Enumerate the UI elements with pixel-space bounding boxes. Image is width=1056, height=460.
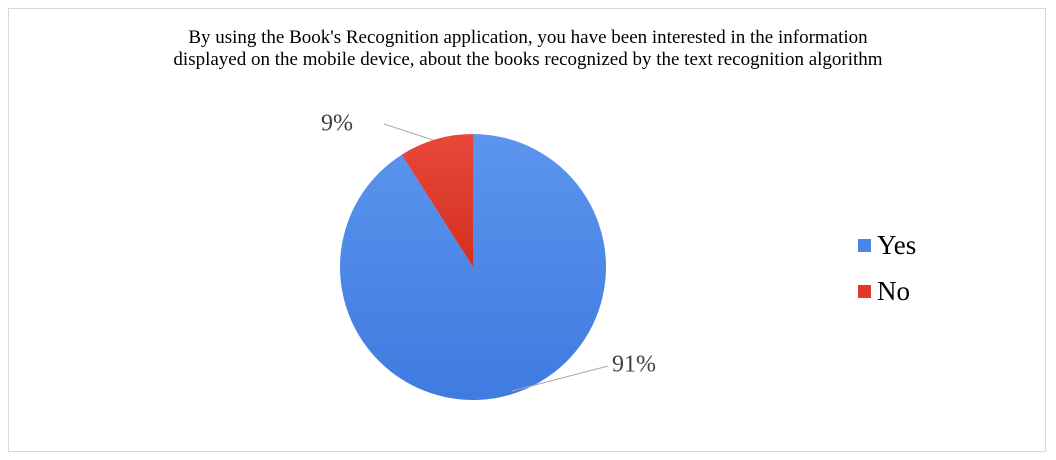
legend-item-no: No xyxy=(858,268,916,314)
data-label-no: 9% xyxy=(321,111,353,137)
legend-swatch-no xyxy=(858,284,871,298)
chart-title-line-1: By using the Book's Recognition applicat… xyxy=(188,27,868,48)
leader-line-no xyxy=(383,123,434,141)
chart-title: By using the Book's Recognition applicat… xyxy=(0,27,1056,71)
data-labels: 91% 9% xyxy=(321,111,656,378)
legend-label-yes: Yes xyxy=(877,229,917,260)
pie-slice-no xyxy=(401,134,473,267)
leader-line-yes xyxy=(511,365,609,392)
chart-title-line-2: displayed on the mobile device, about th… xyxy=(173,49,883,70)
legend: Yes No xyxy=(858,222,916,314)
legend-swatch-yes xyxy=(858,238,871,252)
pie-slice-yes xyxy=(339,134,606,400)
legend-label-no: No xyxy=(877,275,910,306)
leader-lines xyxy=(383,123,609,392)
legend-item-yes: Yes xyxy=(858,222,916,268)
data-label-yes: 91% xyxy=(612,352,656,378)
pie-slices xyxy=(339,134,606,400)
